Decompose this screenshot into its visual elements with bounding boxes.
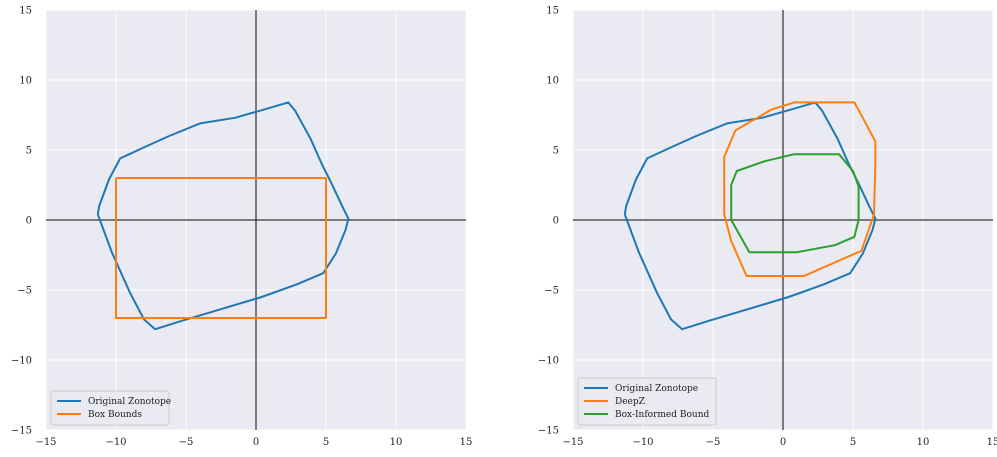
chart-left: −15−15 −10 −10 −5 −5 0 0 5 5 10 10 15 15 Original Zon… xyxy=(11,6,472,449)
y-tick-label: −15 xyxy=(11,426,32,437)
x-tick-label: −10 xyxy=(105,437,126,448)
legend-frame xyxy=(577,377,717,426)
x-tick-label: −10 xyxy=(632,437,653,448)
y-tick-label: −5 xyxy=(544,286,559,297)
y-tick-label: 0 xyxy=(26,216,32,227)
y-tick-label: 15 xyxy=(19,6,32,17)
x-tick-label: 5 xyxy=(850,437,856,448)
legend-label: DeepZ xyxy=(615,397,645,407)
x-tick-label: −5 xyxy=(179,437,194,448)
series-line xyxy=(723,101,877,277)
x-tick-label: 10 xyxy=(390,437,403,448)
x-tick-label: 0 xyxy=(253,437,259,448)
y-tick-label: 5 xyxy=(26,146,32,157)
y-tick-label: −15 xyxy=(538,426,559,437)
x-tick-label: 5 xyxy=(323,437,329,448)
y-tick-label: 15 xyxy=(546,6,559,17)
y-tick-label: −10 xyxy=(11,356,32,367)
y-tick-label: 10 xyxy=(546,76,559,87)
series-line xyxy=(623,101,877,331)
y-tick-label: 5 xyxy=(553,146,559,157)
x-tick-label: 15 xyxy=(987,437,997,448)
x-tick-label: −15 xyxy=(35,437,56,448)
legend: Original Zonotope Box Bounds xyxy=(50,390,171,426)
y-tick-label: 0 xyxy=(553,216,559,227)
x-tick-label: 15 xyxy=(460,437,473,448)
legend-frame xyxy=(50,390,170,426)
x-tick-label: 0 xyxy=(780,437,786,448)
y-tick-label: −5 xyxy=(17,286,32,297)
legend-label: Box Bounds xyxy=(88,410,142,420)
legend-label: Box-Informed Bound xyxy=(615,410,710,420)
x-tick-label: −5 xyxy=(706,437,721,448)
y-tick-label: −10 xyxy=(538,356,559,367)
legend-label: Original Zonotope xyxy=(615,384,698,394)
legend: Original Zonotope DeepZ Box-Informed Bound xyxy=(577,377,717,426)
series-line xyxy=(96,101,350,331)
legend-label: Original Zonotope xyxy=(88,397,171,407)
series-line xyxy=(115,177,327,319)
x-tick-label: 10 xyxy=(917,437,930,448)
y-tick-label: 10 xyxy=(19,76,32,87)
chart-right: −15−15 −10 −10 −5 −5 0 0 5 5 10 10 15 15 Original Zon… xyxy=(538,6,997,449)
x-tick-label: −15 xyxy=(562,437,583,448)
series-line xyxy=(730,153,860,254)
